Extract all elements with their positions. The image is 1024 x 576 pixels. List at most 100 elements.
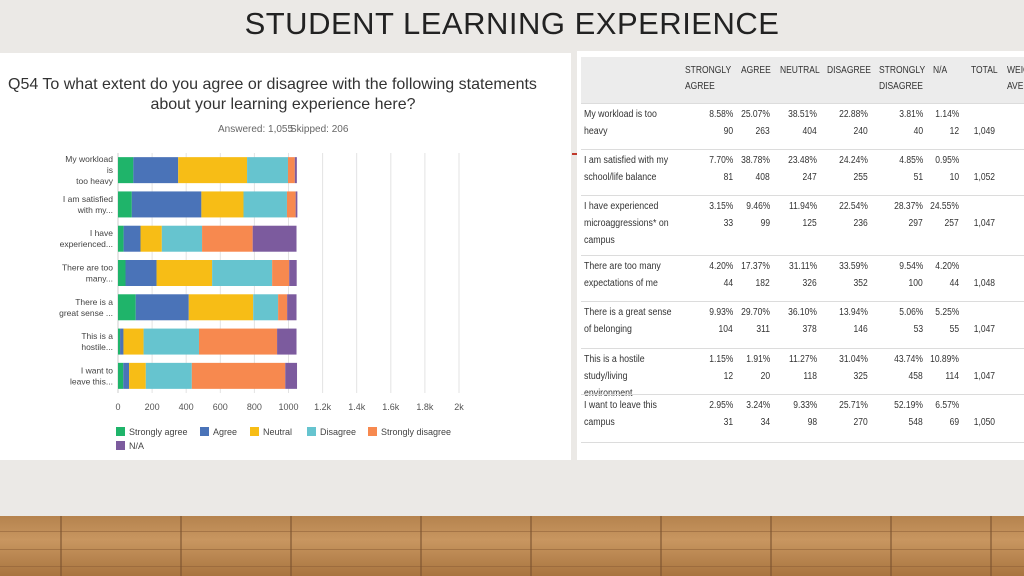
percent-cell: 1.14% [934, 109, 959, 120]
count-cell: 240 [853, 126, 868, 137]
percent-cell: 25.07% [741, 109, 770, 120]
legend-swatch [250, 427, 259, 436]
percent-cell: 9.93% [708, 307, 733, 318]
count-cell: 408 [755, 172, 770, 183]
percent-cell: 0.95% [934, 155, 959, 166]
table-row [581, 149, 1024, 196]
count-cell: 12 [949, 126, 959, 137]
x-tick-label: 1.8k [416, 402, 434, 412]
table-row [581, 103, 1024, 150]
percent-cell: 4.20% [708, 261, 733, 272]
count-cell: 325 [853, 371, 868, 382]
row-label: I am satisfied with my school/life balan… [584, 155, 669, 183]
total-cell: 1,047 [973, 218, 995, 229]
legend-label: Disagree [320, 427, 356, 437]
x-tick-label: 400 [179, 402, 194, 412]
table-row [581, 255, 1024, 302]
count-cell: 114 [945, 371, 959, 382]
category-label: hostile... [81, 342, 113, 352]
count-cell: 53 [913, 324, 923, 335]
percent-cell: 6.57% [934, 400, 959, 411]
column-header-line: DISAGREE [827, 65, 871, 76]
count-cell: 55 [949, 324, 959, 335]
bar-segment [120, 328, 124, 355]
table-bottom-rule [581, 442, 1024, 443]
count-cell: 236 [853, 218, 868, 229]
bar-segment [243, 191, 287, 218]
bar-segment [201, 191, 244, 218]
x-tick-label: 0 [115, 402, 120, 412]
legend-label: Strongly agree [129, 427, 188, 437]
percent-cell: 22.54% [839, 201, 868, 212]
legend-swatch [116, 441, 125, 450]
bar-segment [202, 225, 253, 252]
bar-segment [295, 191, 298, 218]
bar-segment [125, 260, 157, 286]
total-cell: 1,049 [973, 126, 995, 137]
count-cell: 51 [913, 172, 923, 183]
column-header-line: N/A [933, 65, 948, 76]
percent-cell: 9.54% [898, 261, 923, 272]
legend-label: Neutral [263, 427, 292, 437]
percent-cell: 3.81% [898, 109, 923, 120]
bar-segment [212, 260, 273, 286]
percent-cell: 29.70% [741, 307, 770, 318]
percent-cell: 38.51% [788, 109, 817, 120]
percent-cell: 22.88% [839, 109, 868, 120]
count-cell: 10 [949, 172, 959, 183]
bar-segment [118, 362, 124, 389]
count-cell: 31 [723, 417, 733, 428]
count-cell: 247 [802, 172, 817, 183]
question-line-1: Q54 To what extent do you agree or disag… [8, 76, 537, 93]
column-header: AGREE [741, 63, 771, 79]
stacked-bar-chart: 0 200 400 600 800 1000 1.2k 1.4k 1.6k 1.8k 2k My wo… [59, 153, 464, 451]
percent-cell: 3.24% [745, 400, 770, 411]
count-cell: 20 [760, 371, 770, 382]
row-label: There are too many expectations of me [584, 261, 661, 289]
bar-segment [143, 328, 199, 355]
bar-segment [278, 294, 288, 321]
bar-segment [140, 225, 162, 252]
bar-segment [289, 260, 297, 286]
bar-segment [123, 362, 130, 389]
percent-cell: 23.48% [788, 155, 817, 166]
legend-swatch [200, 427, 209, 436]
x-tick-label: 1000 [278, 402, 298, 412]
bar-segment [129, 362, 146, 389]
count-cell: 98 [807, 417, 817, 428]
total-cell: 1,047 [973, 371, 995, 382]
x-tick-label: 1.6k [382, 402, 400, 412]
percent-cell: 4.85% [898, 155, 923, 166]
column-header-line: STRONGLY [879, 65, 926, 76]
count-cell: 44 [723, 278, 733, 289]
percent-cell: 9.46% [745, 201, 770, 212]
column-header: N/A [933, 63, 947, 79]
category-label: great sense ... [59, 308, 113, 318]
table-header [581, 57, 1024, 103]
table-panel: STRONGLY AGREE AGREE NEUTRAL DISAGREE STRONGL… [577, 51, 1024, 460]
floor-background [0, 516, 1024, 576]
column-header-line: AVER [1007, 81, 1024, 92]
percent-cell: 24.55% [930, 201, 959, 212]
x-tick-label: 1.2k [314, 402, 332, 412]
column-header: NEUTRAL [780, 63, 820, 79]
percent-cell: 43.74% [894, 354, 923, 365]
column-header: STRONGLY DISAGREE [879, 63, 925, 95]
legend-swatch [368, 427, 377, 436]
percent-cell: 2.95% [708, 400, 733, 411]
bar-segment [135, 294, 189, 321]
category-label: This is a [81, 331, 113, 341]
bar-segment [118, 157, 134, 184]
chart-panel: Q54 To what extent do you agree or disag… [0, 53, 571, 460]
count-cell: 297 [908, 218, 923, 229]
count-cell: 40 [913, 126, 923, 137]
legend-label: Strongly disagree [381, 427, 451, 437]
bar-segment [118, 260, 126, 286]
percent-cell: 4.20% [934, 261, 959, 272]
legend-swatch [116, 427, 125, 436]
category-label: is [107, 165, 113, 175]
row-label: This is a hostile study/living environme… [584, 354, 645, 399]
x-tick-label: 200 [145, 402, 160, 412]
bar-segment [118, 328, 121, 355]
table-row [581, 195, 1024, 256]
